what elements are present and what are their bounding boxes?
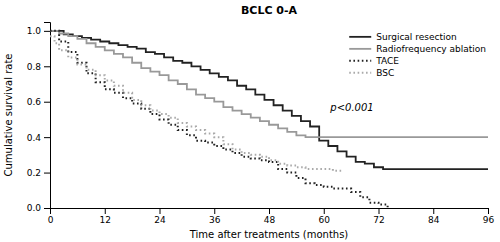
legend-swatch: [349, 48, 371, 50]
y-tick-mark: [44, 102, 50, 103]
x-axis-line: [51, 209, 489, 215]
title: BCLC 0-A: [241, 4, 298, 17]
y-tick-label: 1.0: [27, 26, 42, 36]
legend-item: Surgical resection: [349, 32, 456, 42]
x-axis-title: Time after treatments (months): [189, 229, 349, 240]
legend-item: TACE: [349, 56, 399, 66]
y-tick-mark: [44, 137, 50, 138]
y-axis-title: Cumulative survival rate: [3, 54, 14, 177]
x-tick-mark: [488, 208, 489, 214]
survival-curve: [50, 31, 388, 208]
x-tick-mark: [324, 208, 325, 214]
x-tick-mark: [160, 208, 161, 214]
x-tick-label: 0: [48, 215, 54, 225]
y-tick: 0.4: [27, 133, 50, 143]
survival-curve: [50, 31, 488, 137]
y-tick-mark: [44, 31, 50, 32]
x-tick: 96: [483, 208, 495, 225]
y-tick: 0.6: [27, 97, 50, 107]
x-axis: 0 12 24 36 48 60 72 84 96: [48, 208, 495, 225]
y-tick-mark: [44, 66, 50, 67]
y-tick: 0.0: [27, 203, 50, 213]
legend-label: TACE: [375, 56, 399, 66]
legend-swatch: [349, 72, 371, 74]
legend-item: Radiofrequency ablation: [349, 44, 486, 54]
y-tick-label: 0.6: [27, 97, 42, 107]
y-tick-mark: [44, 173, 50, 174]
y-tick: 1.0: [27, 26, 50, 36]
plot: 0 12 24 36 48 60 72 84 96 0.0 0.2 0.4 0.6 0.8 1.0 p<0.0…: [27, 23, 495, 226]
x-tick: 48: [264, 208, 276, 225]
y-tick: 0.2: [27, 168, 50, 178]
legend-label: BSC: [376, 68, 394, 78]
x-tick-mark: [214, 208, 215, 214]
x-tick-mark: [105, 208, 106, 214]
x-tick: 60: [319, 208, 331, 225]
y-tick-label: 0.0: [27, 203, 42, 213]
x-tick-label: 84: [428, 215, 440, 225]
series-lines: [50, 31, 488, 208]
legend: Surgical resection Radiofrequency ablatio…: [349, 32, 486, 78]
x-tick: 72: [373, 208, 384, 225]
y-tick-label: 0.4: [27, 133, 42, 143]
x-tick-label: 96: [483, 215, 495, 225]
x-tick-label: 48: [264, 215, 276, 225]
y-tick-mark: [44, 208, 50, 209]
chart: 0 12 24 36 48 60 72 84 96 0.0 0.2 0.4 0.6 0.8 1.0 p<0.0…: [0, 0, 500, 242]
legend-swatch: [349, 36, 371, 38]
survival-curve: [50, 36, 342, 171]
survival-curve: [50, 31, 488, 169]
x-tick-mark: [269, 208, 270, 214]
legend-swatch: [349, 60, 371, 62]
x-tick-label: 24: [154, 215, 166, 225]
x-tick-label: 72: [373, 215, 384, 225]
legend-label: Radiofrequency ablation: [376, 44, 486, 54]
x-tick: 0: [48, 208, 54, 225]
y-tick: 0.8: [27, 62, 50, 72]
y-tick-label: 0.2: [27, 168, 41, 178]
y-axis: 0.0 0.2 0.4 0.6 0.8 1.0: [27, 23, 51, 214]
x-tick-label: 36: [209, 215, 221, 225]
x-tick: 84: [428, 208, 440, 225]
x-tick-label: 12: [100, 215, 111, 225]
y-tick-label: 0.8: [27, 62, 42, 72]
x-tick-mark: [433, 208, 434, 214]
x-tick: 24: [154, 208, 166, 225]
x-tick-label: 60: [319, 215, 331, 225]
x-tick: 12: [100, 208, 111, 225]
y-axis-line: [44, 23, 51, 209]
legend-item: BSC: [349, 68, 394, 78]
annotation: p<0.001: [329, 102, 373, 113]
legend-label: Surgical resection: [376, 32, 456, 42]
x-tick: 36: [209, 208, 221, 225]
x-tick-mark: [379, 208, 380, 214]
